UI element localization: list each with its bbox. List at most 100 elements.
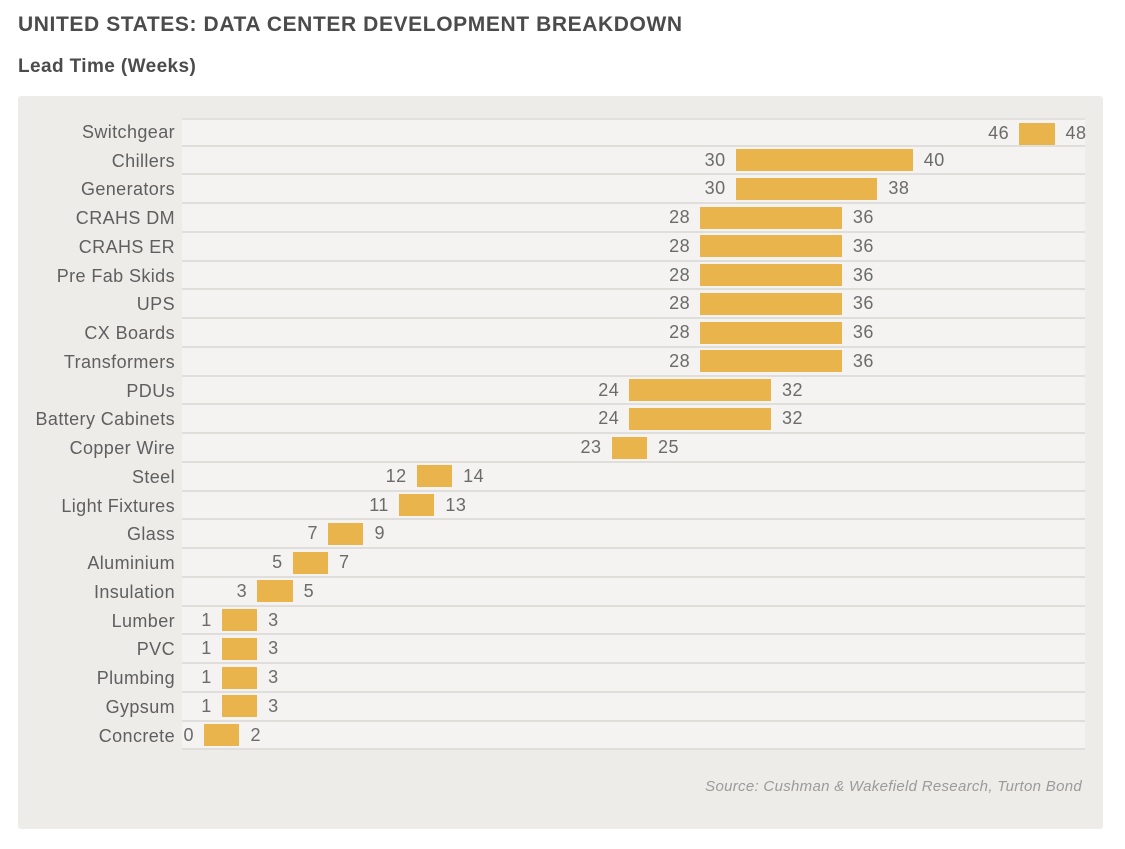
range-bar — [629, 379, 772, 402]
range-bar — [735, 177, 878, 200]
chart-row-steel: Steel 12 14 — [18, 462, 1103, 492]
range-bar — [416, 465, 453, 488]
chart-row-transformers: Transformers 28 36 — [18, 347, 1103, 377]
chart-row-pvc: PVC 1 3 — [18, 635, 1103, 665]
category-label: Transformers — [63, 351, 175, 372]
category-label: PDUs — [126, 380, 175, 401]
value-high: 13 — [445, 494, 467, 515]
value-low: 28 — [669, 322, 691, 343]
value-low: 1 — [201, 695, 212, 716]
category-label: CRAHS ER — [78, 236, 175, 257]
lead-time-chart: Switchgear 46 48 Chillers 30 40 Generators 30 38… — [18, 96, 1103, 829]
row-band: 30 40 — [182, 146, 1085, 176]
category-label: Copper Wire — [69, 438, 175, 459]
row-band: 30 38 — [182, 175, 1085, 205]
range-bar — [204, 724, 240, 747]
category-label: Gypsum — [105, 696, 175, 717]
value-low: 11 — [369, 494, 389, 515]
chart-axis-title: Lead Time (Weeks) — [18, 56, 197, 77]
range-bar — [221, 666, 258, 689]
value-high: 36 — [852, 207, 874, 228]
value-high: 5 — [303, 580, 315, 601]
chart-row-light-fixtures: Light Fixtures 11 13 — [18, 491, 1103, 521]
row-band: 12 14 — [182, 462, 1085, 492]
range-bar — [700, 235, 842, 258]
category-label: Insulation — [93, 581, 175, 602]
value-low: 28 — [669, 207, 691, 228]
value-high: 38 — [888, 178, 910, 199]
chart-row-lumber: Lumber 1 3 — [18, 606, 1103, 636]
value-low: 28 — [669, 350, 691, 371]
source-attribution: Source: Cushman & Wakefield Research, Tu… — [705, 778, 1082, 795]
category-label: Light Fixtures — [61, 495, 175, 516]
row-band: 23 25 — [182, 434, 1085, 463]
category-label: Switchgear — [81, 122, 175, 142]
range-bar — [221, 637, 258, 660]
category-label: CX Boards — [84, 323, 175, 344]
value-low: 28 — [669, 293, 691, 314]
chart-row-battery-cabinets: Battery Cabinets 24 32 — [18, 405, 1103, 435]
chart-row-generators: Generators 30 38 — [18, 175, 1103, 205]
value-high: 32 — [782, 408, 804, 429]
range-bar — [735, 149, 913, 172]
value-low: 3 — [236, 580, 248, 601]
chart-row-gypsum: Gypsum 1 3 — [18, 692, 1103, 722]
range-bar — [700, 206, 842, 229]
category-label: Glass — [126, 524, 175, 545]
chart-row-aluminium: Aluminium 5 7 — [18, 549, 1103, 578]
value-low: 23 — [580, 437, 602, 458]
value-low: 12 — [385, 465, 407, 486]
chart-row-copper-wire: Copper Wire 23 25 — [18, 434, 1103, 463]
value-high: 40 — [923, 149, 945, 170]
category-label: Lumber — [111, 610, 175, 631]
range-bar — [398, 494, 435, 517]
range-bar — [700, 264, 842, 287]
value-high: 36 — [852, 293, 874, 314]
category-label: PVC — [136, 639, 175, 660]
row-band: 28 36 — [182, 261, 1085, 291]
chart-row-chillers: Chillers 30 40 — [18, 146, 1103, 176]
value-low: 1 — [201, 609, 212, 630]
chart-row-ups: UPS 28 36 — [18, 290, 1103, 320]
row-band: 28 36 — [182, 204, 1085, 233]
chart-row-crahs-er: CRAHS ER 28 36 — [18, 232, 1103, 262]
value-high: 3 — [268, 667, 279, 688]
category-label: Chillers — [111, 150, 175, 171]
value-low: 5 — [272, 552, 283, 573]
range-bar — [221, 609, 258, 632]
value-low: 28 — [669, 264, 691, 285]
value-low: 30 — [704, 149, 726, 170]
value-low: 7 — [307, 523, 319, 544]
value-low: 24 — [598, 408, 620, 429]
row-band: 28 36 — [182, 290, 1085, 320]
range-bar — [700, 350, 842, 373]
value-high: 36 — [852, 322, 874, 343]
chart-row-pdus: PDUs 24 32 — [18, 376, 1103, 406]
value-low: 1 — [201, 667, 212, 688]
value-high: 3 — [268, 695, 279, 716]
chart-row-glass: Glass 7 9 — [18, 520, 1103, 550]
value-high: 3 — [268, 609, 279, 630]
category-label: Aluminium — [87, 553, 175, 574]
value-high: 9 — [374, 523, 385, 544]
value-high: 7 — [339, 552, 350, 573]
row-band: 28 36 — [182, 319, 1085, 348]
chart-row-cx-boards: CX Boards 28 36 — [18, 319, 1103, 348]
value-high: 36 — [852, 264, 874, 285]
value-high: 14 — [463, 465, 485, 486]
row-band: 24 32 — [182, 376, 1085, 406]
value-high: 48 — [1065, 123, 1087, 143]
range-bar — [700, 292, 842, 315]
range-bar — [221, 695, 258, 718]
range-bar — [292, 551, 329, 574]
value-low: 30 — [704, 178, 726, 199]
chart-row-crahs-dm: CRAHS DM 28 36 — [18, 204, 1103, 233]
value-low: 24 — [598, 379, 620, 400]
